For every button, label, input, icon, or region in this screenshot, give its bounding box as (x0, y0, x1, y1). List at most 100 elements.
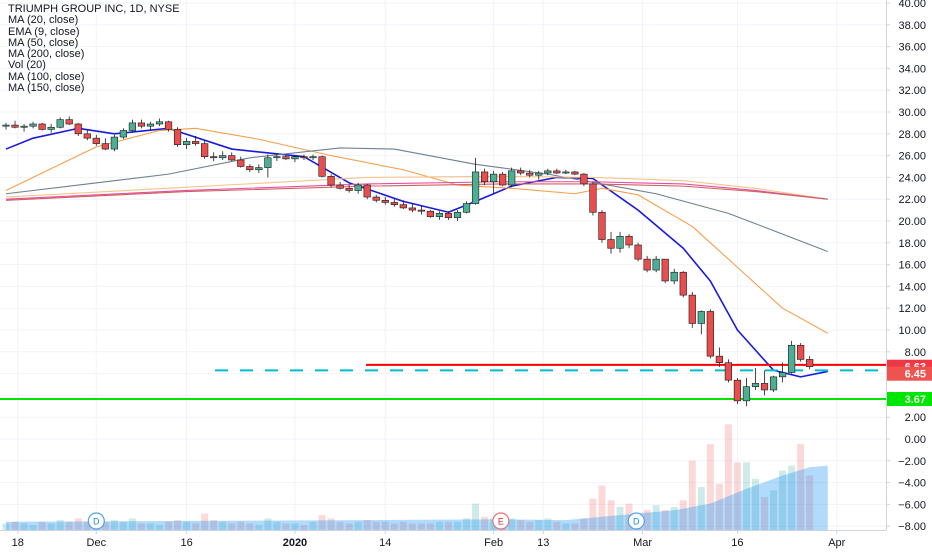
candle-body (164, 121, 173, 130)
candle-body (453, 211, 462, 219)
candle-body (499, 173, 507, 186)
volume-bar (381, 521, 389, 530)
candle-body (173, 129, 182, 146)
event-marker-label: E (498, 517, 504, 527)
candle-body (526, 172, 534, 176)
volume-bar (517, 520, 525, 530)
candle-body (381, 199, 389, 203)
candle-body (201, 143, 209, 157)
candle-body (444, 213, 453, 219)
volume-bar (724, 424, 732, 530)
y-tick-label: 30.00 (898, 107, 926, 119)
y-tick-label: 20.00 (898, 216, 926, 228)
volume-bar (390, 523, 398, 530)
volume-bar (2, 523, 10, 530)
price-label-box (887, 366, 932, 381)
y-axis-panel (886, 0, 932, 550)
x-tick-label: 16 (180, 537, 192, 549)
y-tick-label: −2.00 (898, 456, 926, 468)
candle-body (92, 137, 100, 144)
event-marker[interactable]: D (627, 512, 645, 530)
volume-bar (291, 523, 299, 530)
volume-bar (697, 487, 705, 530)
candle-body (508, 170, 516, 186)
volume-bar (47, 523, 55, 530)
event-marker-circle (627, 512, 645, 530)
y-tick-label: 40.00 (898, 0, 926, 10)
y-tick-label: 22.00 (898, 194, 926, 206)
volume-bar (670, 506, 678, 530)
candle-body (228, 155, 236, 161)
y-tick-label: 0.00 (905, 434, 926, 446)
candle-body (688, 294, 696, 324)
volume-bar (652, 505, 660, 530)
price-label: 3.67 (905, 394, 926, 406)
event-marker-circle (492, 512, 510, 530)
price-label: 6.45 (905, 369, 926, 381)
ma-line (5, 181, 828, 200)
candle-body (264, 157, 272, 168)
x-tick-label: Mar (633, 537, 652, 549)
candle-body (119, 130, 127, 138)
candle-body (607, 239, 615, 249)
candle-body (110, 136, 118, 150)
volume-bar (300, 525, 308, 530)
volume-bar (282, 523, 290, 530)
legend-line: MA (50, close) (8, 36, 79, 49)
volume-bar (643, 510, 651, 530)
volume-bar (29, 525, 37, 530)
volume-bar (426, 523, 434, 530)
candle-body (192, 141, 200, 144)
volume-bar (101, 521, 109, 530)
candle-body (471, 171, 480, 204)
volume-bar (688, 460, 696, 530)
candle-body (83, 133, 91, 139)
candle-body (625, 235, 633, 246)
volume-bar (174, 520, 182, 530)
volume-bar (255, 525, 263, 530)
y-tick-label: 38.00 (898, 20, 926, 32)
x-tick-label: Feb (484, 537, 503, 549)
volume-bar (273, 521, 281, 530)
candle-body (47, 126, 55, 130)
volume-bar (309, 521, 317, 530)
y-tick-label: 16.00 (898, 260, 926, 272)
volume-bar (56, 520, 64, 530)
x-axis-panel (0, 530, 932, 550)
candle-body (652, 258, 660, 271)
volume-bar (345, 523, 353, 530)
candle-body (309, 156, 317, 159)
candle-body (517, 170, 525, 174)
event-marker[interactable]: E (492, 512, 510, 530)
candle-body (616, 235, 624, 249)
ma-line (5, 183, 828, 201)
candle-body (751, 383, 760, 387)
ma-line (5, 127, 828, 378)
x-tick-label: 2020 (283, 537, 307, 549)
volume-bar (192, 523, 200, 530)
volume-bar (354, 521, 362, 530)
volume-bar (553, 521, 561, 530)
x-tick-label: 13 (537, 537, 549, 549)
ma-line (5, 147, 828, 253)
candle-body (372, 196, 380, 201)
volume-bar (137, 523, 145, 530)
candle-body (769, 376, 778, 391)
candle-body (417, 209, 425, 212)
volume-bar (327, 518, 335, 530)
ma-line (5, 127, 828, 334)
event-marker[interactable]: D (87, 512, 105, 530)
candle-body (598, 211, 606, 240)
event-marker-label: D (93, 517, 100, 527)
candle-body (760, 383, 769, 391)
candle-body (345, 188, 353, 191)
y-tick-label: 18.00 (898, 238, 926, 250)
candle-body (146, 123, 155, 127)
candle-body (426, 210, 435, 217)
legend-line: MA (150, close) (8, 82, 85, 95)
legend-line: MA (100, close) (8, 70, 85, 83)
y-tick-label: 12.00 (898, 303, 926, 315)
candle-body (210, 156, 218, 159)
